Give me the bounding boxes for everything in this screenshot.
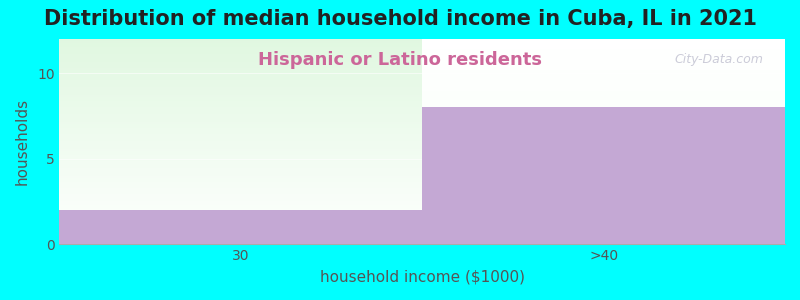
Bar [422, 107, 785, 244]
Y-axis label: households: households [15, 98, 30, 185]
Bar [59, 210, 422, 244]
Text: Hispanic or Latino residents: Hispanic or Latino residents [258, 51, 542, 69]
X-axis label: household income ($1000): household income ($1000) [320, 270, 525, 285]
Text: City-Data.com: City-Data.com [674, 53, 763, 66]
Text: Distribution of median household income in Cuba, IL in 2021: Distribution of median household income … [43, 9, 757, 29]
